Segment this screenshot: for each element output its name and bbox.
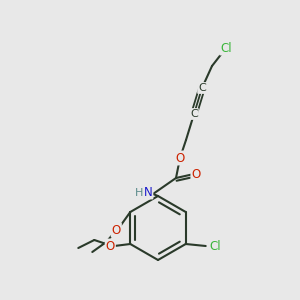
Text: Cl: Cl: [209, 239, 220, 253]
Text: O: O: [191, 167, 201, 181]
Text: N: N: [144, 185, 152, 199]
Text: O: O: [106, 239, 115, 253]
Text: O: O: [176, 152, 184, 164]
Text: C: C: [190, 109, 198, 119]
Text: Cl: Cl: [220, 41, 232, 55]
Text: H: H: [135, 188, 143, 198]
Text: C: C: [198, 83, 206, 93]
Text: O: O: [112, 224, 121, 236]
